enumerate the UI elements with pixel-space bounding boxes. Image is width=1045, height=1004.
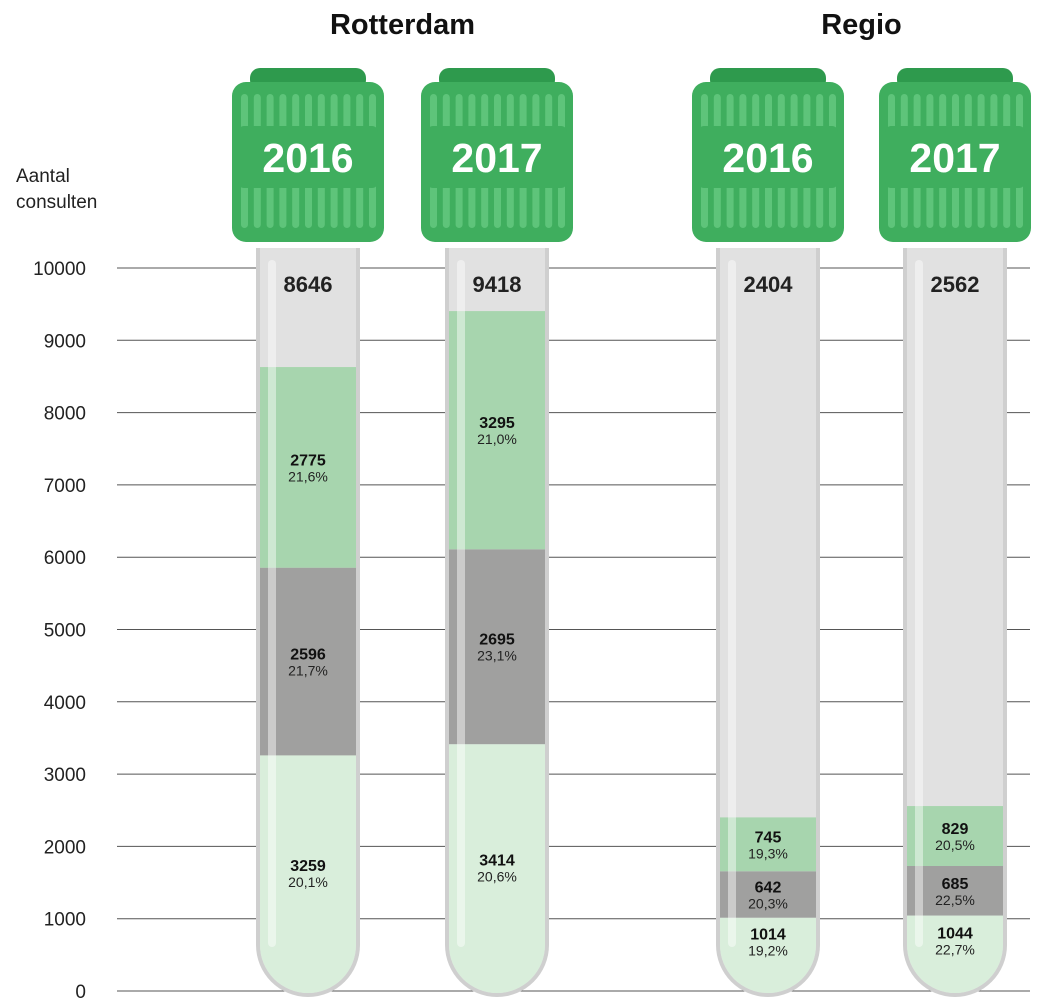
segment-middle [907,865,1003,916]
segment-value: 2775 [290,452,326,469]
group-title: Regio [821,9,902,41]
tube-cap [692,68,844,242]
segment-top [260,367,356,568]
tube-fill [260,367,356,993]
segment-middle [720,871,816,918]
tubes [256,248,1007,997]
tube-year-label: 2017 [909,135,1000,181]
y-tick-label: 10000 [33,259,86,280]
cap-label-band [698,126,838,188]
y-tick-label: 9000 [44,331,86,352]
segment-bottom [720,917,816,993]
segment-value: 642 [755,879,782,896]
segment-value: 685 [942,876,969,893]
segment-bottom [260,755,356,993]
tube-3 [903,248,1007,997]
tube-fill [720,817,816,993]
caps [232,68,1031,242]
segment-percent: 23,1% [477,648,517,664]
tube-highlight [457,260,465,947]
y-tick-label: 7000 [44,476,86,497]
tube-highlight [268,260,276,947]
tube-highlight [728,260,736,947]
segment-value: 745 [755,829,782,846]
tube-1 [445,248,549,997]
gridlines [117,267,1030,992]
segment-percent: 20,1% [288,874,328,890]
segment-value: 1044 [937,925,973,942]
y-tick-label: 5000 [44,621,86,642]
segment-value: 2695 [479,632,515,649]
y-tick-label: 0 [75,982,86,1003]
segment-percent: 22,7% [935,941,975,957]
segment-middle [260,567,356,756]
y-axis-label: Aantal consulten [16,166,97,213]
tube-year-label: 2017 [451,135,542,181]
segment-middle [449,549,545,745]
tube-year-label: 2016 [262,135,353,181]
segment-percent: 20,5% [935,837,975,853]
tube-total: 2562 [931,272,980,297]
tube-glass [720,248,816,993]
segment-top [449,311,545,550]
segment-percent: 20,3% [748,895,788,911]
segment-percent: 22,5% [935,892,975,908]
y-tick-label: 3000 [44,765,86,786]
group-title: Rotterdam [330,9,475,41]
tube-highlight [915,260,923,947]
segment-value: 3295 [479,415,515,432]
y-tick-label: 2000 [44,837,86,858]
tube-fill [449,311,545,993]
tube-0 [256,248,360,997]
y-axis-label-line: consulten [16,192,97,213]
segment-percent: 19,2% [748,942,788,958]
segment-percent: 21,6% [288,468,328,484]
y-tick-label: 6000 [44,548,86,569]
tube-2 [716,248,820,997]
cap-label-band [427,126,567,188]
labels: 0 1000 2000 3000 4000 5000 6000 7000 8000 9000 100… [16,9,1001,1003]
segment-value: 1014 [750,926,786,943]
tube-total: 9418 [473,272,522,297]
segment-value: 2596 [290,647,326,664]
segment-percent: 20,6% [477,869,517,885]
tube-total: 2404 [744,272,794,297]
segment-bottom [449,744,545,993]
segment-value: 3259 [290,858,326,875]
tube-cap [232,68,384,242]
tube-year-label: 2016 [722,135,813,181]
cap-label-band [238,126,378,188]
segment-percent: 19,3% [748,845,788,861]
segment-percent: 21,7% [288,663,328,679]
segment-bottom [907,915,1003,993]
segment-percent: 21,0% [477,431,517,447]
segment-value: 829 [942,821,969,838]
tube-cap [879,68,1031,242]
segment-value: 3414 [479,853,515,870]
segment-top [907,806,1003,866]
y-tick-label: 4000 [44,693,86,714]
cap-label-band [885,126,1025,188]
tube-cap [421,68,573,242]
tube-fill [907,806,1003,993]
y-tick-label: 8000 [44,404,86,425]
y-axis-label-line: Aantal [16,166,70,187]
y-tick-label: 1000 [44,910,86,931]
segment-top [720,817,816,872]
tube-total: 8646 [284,272,333,297]
